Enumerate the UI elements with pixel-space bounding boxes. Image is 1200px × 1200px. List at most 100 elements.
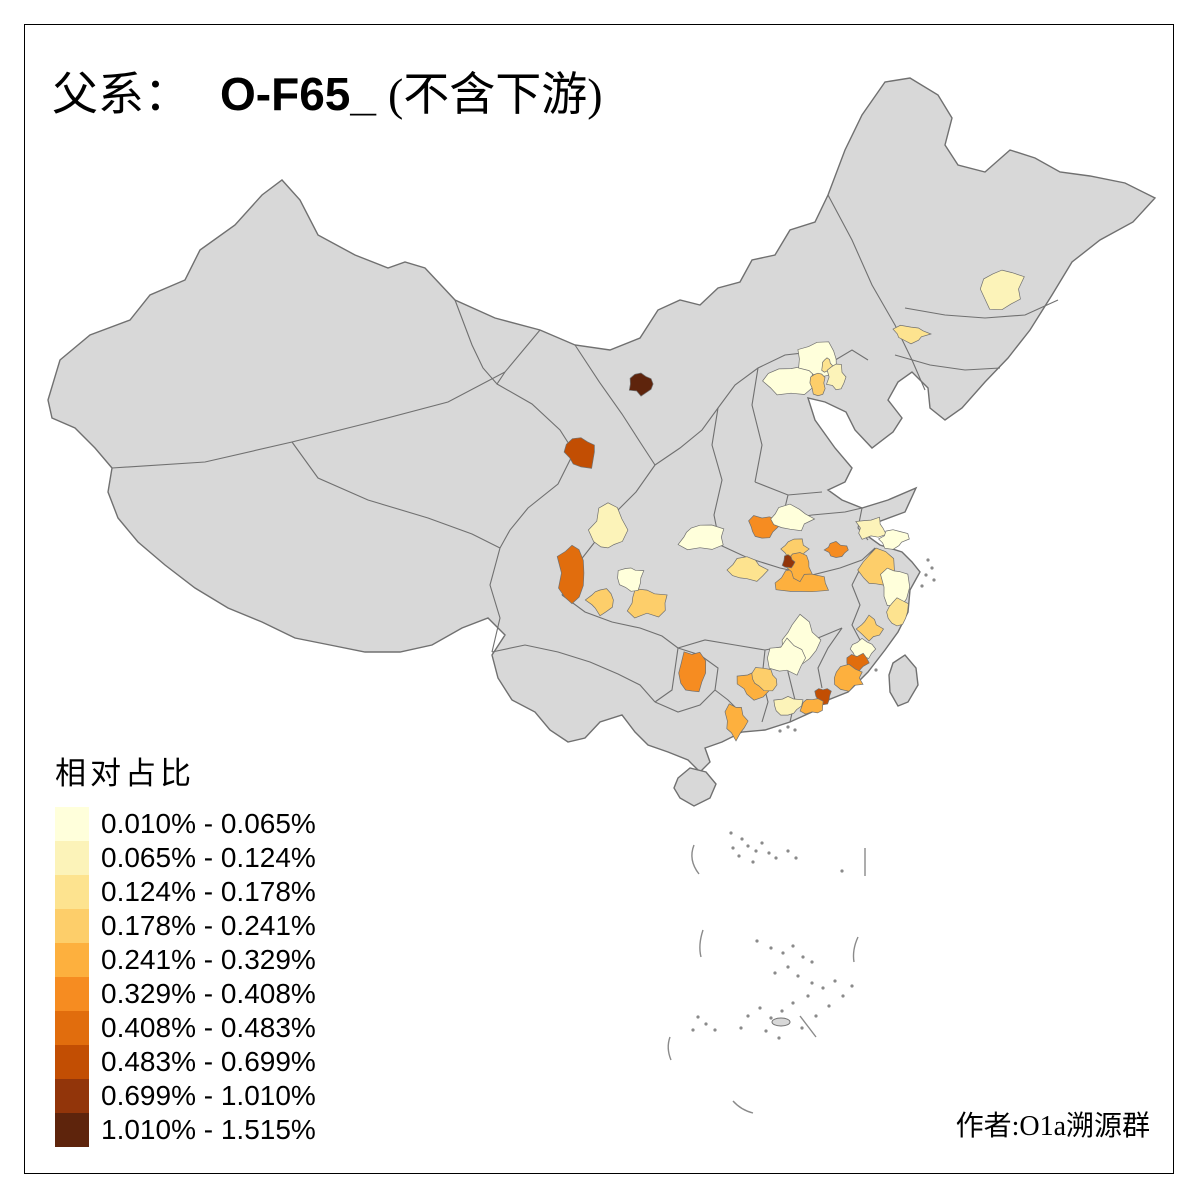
island-dot: [755, 939, 759, 943]
island-dot: [764, 1029, 768, 1033]
prefecture-region: [628, 372, 654, 397]
prefecture-region: [584, 588, 614, 617]
legend-swatch: [55, 943, 89, 977]
legend-swatch: [55, 1079, 89, 1113]
prefecture-region: [626, 588, 668, 619]
island-dot: [796, 974, 800, 978]
legend-title: 相对占比: [55, 756, 195, 791]
prefecture-region: [770, 503, 816, 532]
island-dot: [767, 851, 771, 855]
reef-arc: [699, 929, 704, 958]
island-dot: [920, 584, 924, 588]
reef-arc: [799, 1015, 817, 1038]
island-dot: [806, 994, 810, 998]
island-dot: [850, 984, 854, 988]
prefecture-region: [556, 544, 585, 605]
legend-label: 0.483% - 0.699%: [101, 1046, 316, 1077]
island-dot: [713, 1028, 717, 1032]
island-dot: [874, 668, 878, 672]
legend-swatch: [55, 1011, 89, 1045]
legend-row: 0.010% - 0.065%: [55, 807, 316, 841]
island-dot: [691, 1028, 695, 1032]
legend-label: 0.241% - 0.329%: [101, 944, 316, 975]
legend-rows: 0.010% - 0.065% 0.065% - 0.124% 0.124% - 0…: [55, 807, 316, 1147]
prefecture-region: [724, 703, 749, 742]
island-dot: [696, 1015, 700, 1019]
island-dot: [746, 1014, 750, 1018]
legend-label: 1.010% - 1.515%: [101, 1114, 316, 1145]
prefecture-region: [886, 597, 909, 627]
island-dot: [800, 1026, 804, 1030]
prefecture-region: [748, 515, 779, 539]
legend-row: 0.124% - 0.178%: [55, 875, 316, 909]
page-title: 父系： O-F65_ (不含下游): [52, 58, 603, 124]
island-dot: [774, 856, 778, 860]
prefecture-region: [767, 637, 806, 676]
island-dot: [769, 1016, 773, 1020]
china-mainland-shape: [47, 77, 1157, 807]
island-dot: [731, 846, 735, 850]
prefecture-region: [878, 529, 910, 550]
island-dot: [704, 1022, 708, 1026]
legend-label: 0.010% - 0.065%: [101, 808, 316, 839]
island-dot: [814, 1014, 818, 1018]
island-dot: [758, 1006, 762, 1010]
legend-row: 0.241% - 0.329%: [55, 943, 316, 977]
legend-swatch: [55, 977, 89, 1011]
island-dot: [760, 841, 764, 845]
map-legend: 相对占比 0.010% - 0.065% 0.065% - 0.124% 0.124…: [55, 748, 316, 1147]
prefecture-region: [833, 663, 864, 692]
island-dot: [777, 1036, 781, 1040]
legend-label: 0.065% - 0.124%: [101, 842, 316, 873]
prefecture-region: [781, 554, 796, 569]
prefecture-region: [849, 637, 877, 659]
reef-arc: [667, 1036, 672, 1061]
legend-row: 0.483% - 0.699%: [55, 1045, 316, 1079]
legend-row: 0.408% - 0.483%: [55, 1011, 316, 1045]
prefecture-region: [677, 524, 725, 551]
prefecture-region: [855, 614, 884, 642]
legend-swatch: [55, 807, 89, 841]
legend-row: 0.065% - 0.124%: [55, 841, 316, 875]
island-dot: [793, 728, 797, 732]
reef-arc: [691, 844, 700, 875]
legend-swatch: [55, 1045, 89, 1079]
island-dot: [926, 558, 930, 562]
legend-swatch: [55, 1113, 89, 1147]
legend-label: 0.699% - 1.010%: [101, 1080, 316, 1111]
shoal-patch: [771, 1017, 791, 1027]
title-suffix: (不含下游): [387, 69, 603, 120]
legend-label: 0.178% - 0.241%: [101, 910, 316, 941]
prefecture-region: [773, 696, 804, 716]
island-dot: [794, 856, 798, 860]
prefecture-region: [726, 556, 769, 582]
legend-row: 0.699% - 1.010%: [55, 1079, 316, 1113]
legend-swatch: [55, 909, 89, 943]
island-dot: [754, 849, 758, 853]
prefecture-region: [678, 651, 707, 693]
island-dot: [786, 725, 790, 729]
island-dot: [841, 994, 845, 998]
island-dot: [737, 854, 741, 858]
author-credit: 作者:O1a溯源群: [955, 1111, 1150, 1142]
prefecture-region: [587, 502, 629, 549]
reef-arc: [852, 936, 859, 963]
island-dot: [810, 960, 814, 964]
island-dot: [751, 860, 755, 864]
prefecture-region: [751, 667, 778, 692]
island-dot: [746, 844, 750, 848]
legend-swatch: [55, 841, 89, 875]
prefecture-region: [799, 698, 824, 715]
prefecture-region: [809, 372, 826, 397]
island-dot: [780, 1009, 784, 1013]
island-dot: [791, 1001, 795, 1005]
island-dot: [786, 965, 790, 969]
island-dot: [786, 849, 790, 853]
legend-label: 0.124% - 0.178%: [101, 876, 316, 907]
hainan-island: [673, 767, 717, 807]
prefecture-region: [855, 516, 887, 540]
prefecture-region: [563, 437, 595, 469]
prefecture-region: [617, 567, 645, 592]
